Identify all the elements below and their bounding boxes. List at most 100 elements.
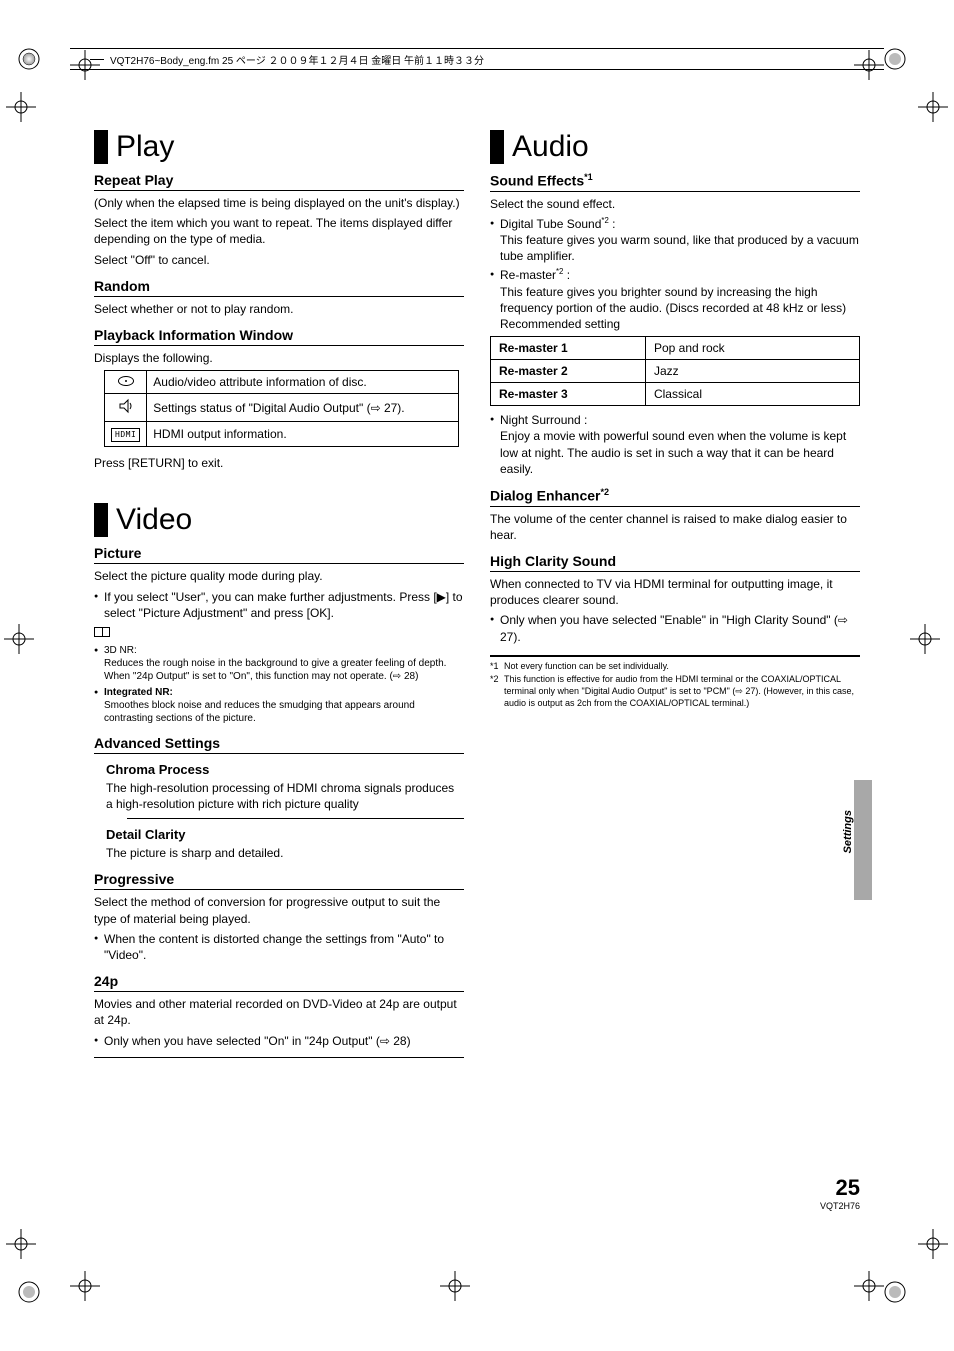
nr3d-desc2: When "24p Output" is set to "On", this f… <box>104 671 418 682</box>
registration-mark <box>14 1277 44 1307</box>
remaster-item: Re-master*2 : This feature gives you bri… <box>490 267 860 332</box>
cross-mark <box>6 92 36 122</box>
rem-r3a: Re-master 3 <box>491 383 646 406</box>
heading-sound-effects: Sound Effects*1 <box>490 172 860 192</box>
hdmi-icon-cell: HDMI <box>105 422 147 447</box>
rem-r1b: Pop and rock <box>645 337 859 360</box>
fn2-text: This function is effective for audio fro… <box>504 674 860 709</box>
cross-mark <box>918 1229 948 1259</box>
picture-text-1: Select the picture quality mode during p… <box>94 568 464 584</box>
int-desc: Smoothes block noise and reduces the smu… <box>104 700 415 724</box>
footnote-1: *1 Not every function can be set individ… <box>490 661 860 673</box>
heading-chroma: Chroma Process <box>106 762 464 777</box>
p24-bullet: Only when you have selected "On" in "24p… <box>94 1033 464 1049</box>
section-play-title: Play <box>116 130 174 164</box>
nr3d-desc: Reduces the rough noise in the backgroun… <box>104 658 446 669</box>
hdmi-icon: HDMI <box>111 428 140 442</box>
pbi-row2: Settings status of "Digital Audio Output… <box>147 394 459 422</box>
footnote-divider <box>490 655 860 657</box>
rem-sup: *2 <box>556 267 563 276</box>
rem-desc: This feature gives you brighter sound by… <box>500 285 846 315</box>
sfx-bullets: Digital Tube Sound*2 : This feature give… <box>490 216 860 332</box>
page-number-block: 25 VQT2H76 <box>820 1175 860 1211</box>
heading-playback-info: Playback Information Window <box>94 327 464 346</box>
random-text: Select whether or not to play random. <box>94 301 464 317</box>
dialog-text: The volume of the center channel is rais… <box>490 511 860 543</box>
table-row: Settings status of "Digital Audio Output… <box>105 394 459 422</box>
pbi-text-1: Displays the following. <box>94 350 464 366</box>
table-row: HDMI HDMI output information. <box>105 422 459 447</box>
nr-3d: 3D NR: Reduces the rough noise in the ba… <box>94 644 464 683</box>
right-column: Audio Sound Effects*1 Select the sound e… <box>490 130 860 1231</box>
divider <box>94 1057 464 1058</box>
p24-text: Movies and other material recorded on DV… <box>94 996 464 1028</box>
registration-mark <box>4 624 34 654</box>
rem-rec: Recommended setting <box>500 317 620 331</box>
rem-r2b: Jazz <box>645 360 859 383</box>
dts-item: Digital Tube Sound*2 : This feature give… <box>490 216 860 265</box>
section-bar-icon <box>490 130 504 164</box>
chroma-text: The high-resolution processing of HDMI c… <box>106 780 464 812</box>
dts-sup: *2 <box>601 216 608 225</box>
detail-text: The picture is sharp and detailed. <box>106 845 464 861</box>
ns-item: Night Surround : Enjoy a movie with powe… <box>490 412 860 477</box>
table-row: Re-master 3Classical <box>491 383 860 406</box>
cross-mark <box>440 1271 470 1301</box>
section-audio-title: Audio <box>512 130 589 164</box>
heading-picture: Picture <box>94 545 464 564</box>
footnotes: *1 Not every function can be set individ… <box>490 661 860 710</box>
section-audio: Audio <box>490 130 860 164</box>
dialog-heading-text: Dialog Enhancer <box>490 488 600 504</box>
remaster-table: Re-master 1Pop and rock Re-master 2Jazz … <box>490 336 860 406</box>
pbi-row1: Audio/video attribute information of dis… <box>147 371 459 394</box>
header-strip: VQT2H76~Body_eng.fm 25 ページ ２００９年１２月４日 金曜… <box>70 48 884 70</box>
rem-r1a: Re-master 1 <box>491 337 646 360</box>
speaker-icon-cell <box>105 394 147 422</box>
section-video-title: Video <box>116 503 192 537</box>
disc-icon-cell <box>105 371 147 394</box>
picture-bullet-1: If you select "User", you can make furth… <box>94 589 464 621</box>
dts-desc: This feature gives you warm sound, like … <box>500 233 859 263</box>
heading-24p: 24p <box>94 973 464 992</box>
rem-r3b: Classical <box>645 383 859 406</box>
page-number: 25 <box>820 1175 860 1201</box>
progressive-bullets: When the content is distorted change the… <box>94 931 464 963</box>
nr-integrated: Integrated NR: Smoothes block noise and … <box>94 686 464 725</box>
progressive-text: Select the method of conversion for prog… <box>94 894 464 926</box>
registration-mark <box>880 44 910 74</box>
section-bar-icon <box>94 503 108 537</box>
cross-mark <box>918 92 948 122</box>
pbi-row3: HDMI output information. <box>147 422 459 447</box>
heading-progressive: Progressive <box>94 871 464 890</box>
repeat-text-3: Select "Off" to cancel. <box>94 252 464 268</box>
dialog-sup: *2 <box>600 487 609 497</box>
ns-desc: Enjoy a movie with powerful sound even w… <box>500 429 846 475</box>
rem-r2a: Re-master 2 <box>491 360 646 383</box>
sfx-text: Select the sound effect. <box>490 196 860 212</box>
table-row: Re-master 2Jazz <box>491 360 860 383</box>
repeat-text-1: (Only when the elapsed time is being dis… <box>94 195 464 211</box>
heading-detail: Detail Clarity <box>106 827 464 842</box>
progressive-bullet: When the content is distorted change the… <box>94 931 464 963</box>
cross-mark <box>70 1271 100 1301</box>
manual-icon <box>94 627 110 637</box>
int-label: Integrated NR: <box>104 687 173 698</box>
section-bar-icon <box>94 130 108 164</box>
nr3d-label: 3D NR: <box>104 645 137 656</box>
header-text: VQT2H76~Body_eng.fm 25 ページ ２００９年１２月４日 金曜… <box>110 52 484 67</box>
heading-random: Random <box>94 278 464 297</box>
left-column: Play Repeat Play (Only when the elapsed … <box>94 130 464 1231</box>
dts-label: Digital Tube Sound <box>500 217 601 231</box>
speaker-icon <box>118 398 134 414</box>
divider <box>127 818 464 819</box>
sfx-sup: *1 <box>584 172 593 182</box>
fn1-num: *1 <box>490 661 500 673</box>
registration-mark <box>910 624 940 654</box>
advanced-block: Chroma Process The high-resolution proce… <box>106 762 464 862</box>
fn2-num: *2 <box>490 674 500 709</box>
hcs-text: When connected to TV via HDMI terminal f… <box>490 576 860 608</box>
p24-bullets: Only when you have selected "On" in "24p… <box>94 1033 464 1049</box>
header-dash-icon <box>90 59 104 60</box>
repeat-text-2: Select the item which you want to repeat… <box>94 215 464 247</box>
heading-hcs: High Clarity Sound <box>490 553 860 572</box>
